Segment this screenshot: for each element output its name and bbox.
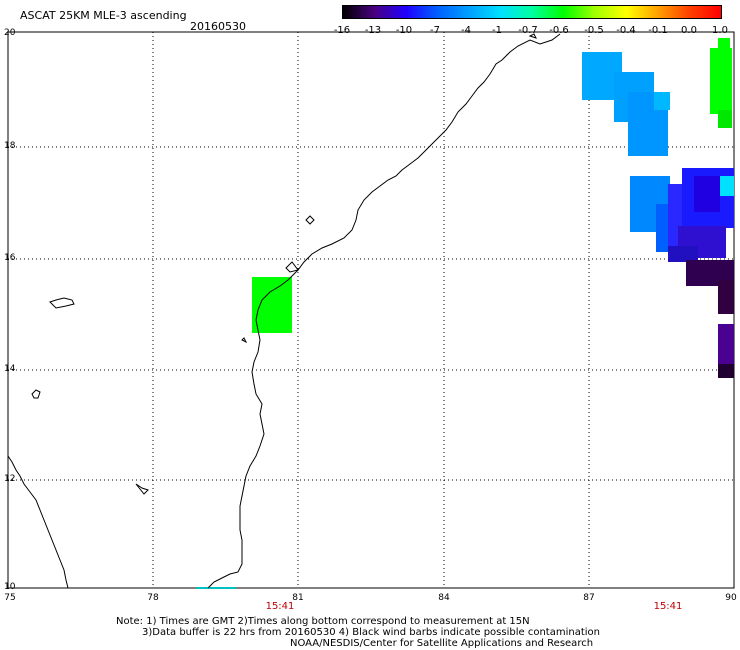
colorbar-label: 1.0 xyxy=(712,25,728,36)
swath-cell xyxy=(720,176,734,196)
lat-tick-label: 16 xyxy=(4,253,16,263)
lat-tick-label: 14 xyxy=(4,364,16,374)
swath-cell xyxy=(718,110,732,128)
lat-tick-label: 12 xyxy=(4,474,16,484)
colorbar-label: -0.1 xyxy=(648,25,668,36)
swath-cell xyxy=(718,324,734,376)
colorbar xyxy=(342,5,722,19)
note-line-3: NOAA/NESDIS/Center for Satellite Applica… xyxy=(290,638,594,649)
island xyxy=(285,261,299,273)
colorbar-label: -13 xyxy=(364,25,382,36)
note-line-2: 3)Data buffer is 22 hrs from 20160530 4)… xyxy=(142,627,600,638)
lon-tick-label: 84 xyxy=(438,593,450,603)
lat-tick-label: 10 xyxy=(4,582,16,592)
island xyxy=(135,483,149,495)
coastline xyxy=(7,33,561,589)
colorbar-label: -0.5 xyxy=(584,25,604,36)
swath-cell xyxy=(694,176,720,212)
swath-cell xyxy=(710,48,732,114)
lat-tick-label: 18 xyxy=(4,141,16,151)
colorbar-label: -16 xyxy=(333,25,351,36)
swath-cell xyxy=(668,246,698,262)
note-line-1: Note: 1) Times are GMT 2)Times along bot… xyxy=(116,616,530,627)
west-coast xyxy=(7,455,69,589)
swath-cell xyxy=(196,587,236,589)
colorbar-label: -7 xyxy=(430,25,440,36)
island xyxy=(49,297,75,309)
pass-time: 15:41 xyxy=(265,601,295,612)
lon-tick-label: 78 xyxy=(147,593,159,603)
island xyxy=(528,33,537,39)
lon-tick-label: 87 xyxy=(583,593,595,603)
colorbar-label: -1 xyxy=(492,25,502,36)
colorbar-label: -4 xyxy=(461,25,471,36)
map-title: ASCAT 25KM MLE-3 ascending xyxy=(20,9,187,22)
swath-cell xyxy=(718,364,734,378)
map-date: 20160530 xyxy=(190,20,246,33)
swath-cell xyxy=(718,280,734,314)
island xyxy=(241,337,248,344)
wind-swath-patches xyxy=(196,38,734,589)
lon-tick-label: 75 xyxy=(4,593,16,603)
colorbar-labels: -16 -13 -10 -7 -4 -1 -0.7 -0.6 -0.5 -0.4… xyxy=(334,25,736,37)
swath-cell xyxy=(252,277,292,333)
colorbar-label: -0.4 xyxy=(616,25,636,36)
swath-cell xyxy=(654,92,670,110)
pass-time: 15:41 xyxy=(653,601,683,612)
lon-tick-label: 90 xyxy=(725,593,737,603)
lon-tick-label: 81 xyxy=(292,593,304,603)
colorbar-label: -0.6 xyxy=(549,25,569,36)
colorbar-label: -10 xyxy=(395,25,413,36)
island xyxy=(31,389,41,399)
island xyxy=(305,215,315,225)
grid xyxy=(8,32,734,588)
colorbar-label: -0.7 xyxy=(518,25,538,36)
swath-cell xyxy=(718,38,730,50)
lat-tick-label: 20 xyxy=(4,28,16,38)
colorbar-label: 0.0 xyxy=(681,25,697,36)
